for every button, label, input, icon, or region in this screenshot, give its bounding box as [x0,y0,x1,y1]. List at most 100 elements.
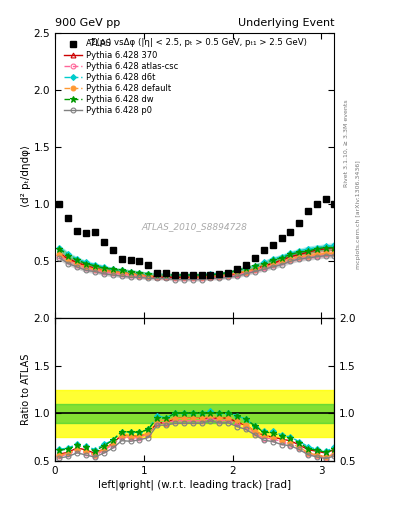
Pythia 6.428 370 [235,271,239,277]
Pythia 6.428 default [84,264,88,270]
ATLAS [66,215,71,221]
Pythia 6.428 default [288,256,293,262]
Pythia 6.428 d6t [101,264,106,270]
Pythia 6.428 370 [261,263,266,269]
Pythia 6.428 d6t [261,260,266,266]
Pythia 6.428 p0 [128,274,133,281]
Pythia 6.428 370 [190,274,195,281]
Pythia 6.428 atlas-csc [253,267,257,273]
Pythia 6.428 p0 [217,275,222,282]
Pythia 6.428 p0 [226,274,231,281]
Pythia 6.428 370 [323,246,328,252]
Pythia 6.428 p0 [182,276,186,283]
Pythia 6.428 default [297,253,302,260]
Pythia 6.428 default [155,273,160,279]
Pythia 6.428 atlas-csc [93,267,97,273]
Pythia 6.428 atlas-csc [128,272,133,278]
Pythia 6.428 default [226,272,231,278]
Pythia 6.428 d6t [208,271,213,277]
Pythia 6.428 p0 [84,267,88,273]
Pythia 6.428 dw [279,255,284,261]
Pythia 6.428 dw [155,272,160,278]
ATLAS [84,230,88,236]
Pythia 6.428 p0 [297,256,302,262]
Pythia 6.428 370 [253,266,257,272]
Pythia 6.428 dw [146,271,151,277]
Pythia 6.428 atlas-csc [137,273,142,279]
Pythia 6.428 default [182,274,186,281]
Pythia 6.428 d6t [146,271,151,277]
Pythia 6.428 d6t [315,245,320,251]
Pythia 6.428 dw [75,257,80,263]
ATLAS [261,247,266,253]
Pythia 6.428 default [235,270,239,276]
Pythia 6.428 dw [306,248,310,254]
Y-axis label: Ratio to ATLAS: Ratio to ATLAS [21,354,31,425]
Text: Σ(pₜ) vsΔφ (|η| < 2.5, pₜ > 0.5 GeV, pₜ₁ > 2.5 GeV): Σ(pₜ) vsΔφ (|η| < 2.5, pₜ > 0.5 GeV, pₜ₁… [91,37,307,47]
Pythia 6.428 370 [297,251,302,258]
Pythia 6.428 p0 [66,261,71,267]
ATLAS [253,255,257,261]
Pythia 6.428 p0 [155,275,160,282]
Pythia 6.428 atlas-csc [110,270,115,276]
Pythia 6.428 default [101,267,106,273]
Pythia 6.428 p0 [323,252,328,259]
Pythia 6.428 d6t [332,242,336,248]
ATLAS [235,266,239,272]
Text: Underlying Event: Underlying Event [237,18,334,28]
Text: Rivet 3.1.10, ≥ 3.3M events: Rivet 3.1.10, ≥ 3.3M events [344,99,349,187]
Pythia 6.428 default [323,250,328,257]
Text: mcplots.cern.ch [arXiv:1306.3436]: mcplots.cern.ch [arXiv:1306.3436] [356,161,361,269]
Pythia 6.428 default [173,274,177,281]
Pythia 6.428 dw [288,251,293,258]
ATLAS [101,239,106,245]
Pythia 6.428 d6t [306,246,310,252]
ATLAS [173,272,177,278]
Pythia 6.428 default [110,268,115,274]
Pythia 6.428 dw [173,272,177,278]
Pythia 6.428 dw [315,246,320,252]
Pythia 6.428 d6t [279,253,284,260]
Pythia 6.428 370 [84,263,88,269]
Pythia 6.428 370 [270,261,275,267]
Pythia 6.428 default [208,273,213,279]
Pythia 6.428 atlas-csc [75,262,80,268]
Pythia 6.428 atlas-csc [146,273,151,279]
Pythia 6.428 370 [332,245,336,251]
Pythia 6.428 370 [57,250,62,257]
Pythia 6.428 default [306,252,310,259]
Line: Pythia 6.428 p0: Pythia 6.428 p0 [57,253,336,282]
ATLAS [199,272,204,278]
Pythia 6.428 370 [128,271,133,277]
Pythia 6.428 atlas-csc [261,265,266,271]
Pythia 6.428 p0 [137,274,142,281]
Pythia 6.428 p0 [57,255,62,261]
ATLAS [146,262,151,268]
Pythia 6.428 370 [288,253,293,260]
Pythia 6.428 dw [297,249,302,255]
Pythia 6.428 dw [235,267,239,273]
Pythia 6.428 default [128,271,133,277]
Pythia 6.428 default [244,268,248,274]
Pythia 6.428 atlas-csc [297,255,302,261]
Pythia 6.428 atlas-csc [190,275,195,282]
Pythia 6.428 atlas-csc [66,258,71,264]
Pythia 6.428 default [146,273,151,279]
ATLAS [244,262,248,268]
Pythia 6.428 atlas-csc [270,262,275,268]
Pythia 6.428 dw [253,263,257,269]
Pythia 6.428 atlas-csc [332,250,336,257]
Pythia 6.428 370 [315,247,320,253]
Line: Pythia 6.428 d6t: Pythia 6.428 d6t [57,243,336,277]
X-axis label: left|φright| (w.r.t. leading track) [rad]: left|φright| (w.r.t. leading track) [rad… [98,480,291,490]
ATLAS [315,201,320,207]
ATLAS [93,228,97,234]
ATLAS [332,201,336,207]
ATLAS [226,270,231,276]
Pythia 6.428 dw [199,272,204,278]
Pythia 6.428 d6t [297,248,302,254]
Pythia 6.428 370 [101,267,106,273]
ATLAS [297,220,302,226]
ATLAS [57,201,62,207]
Pythia 6.428 dw [332,245,336,251]
